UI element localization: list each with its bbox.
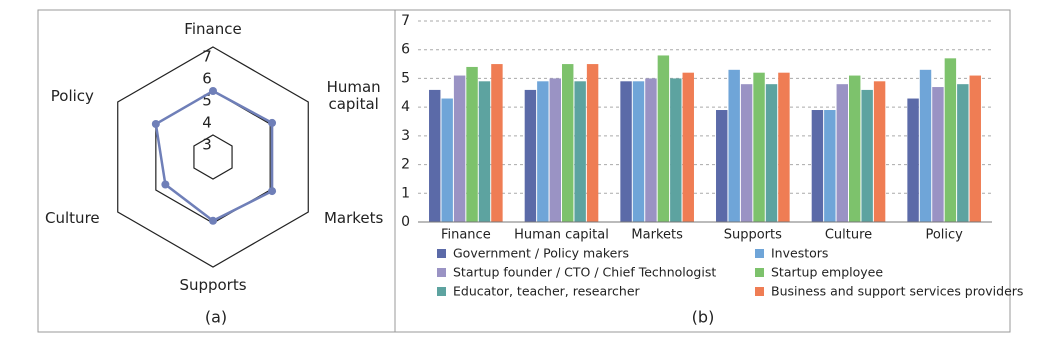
- legend-label: Educator, teacher, researcher: [453, 284, 641, 299]
- y-tick-label: 4: [401, 99, 410, 115]
- legend-label: Business and support services providers: [771, 284, 1023, 299]
- y-tick-label: 0: [401, 214, 410, 230]
- axis-label: Supports: [179, 275, 247, 294]
- legend-swatch: [755, 268, 764, 277]
- bar: [429, 89, 441, 223]
- axis-label: Policy: [50, 86, 94, 105]
- radar-point: [161, 180, 170, 189]
- y-tick-label: 2: [401, 157, 410, 173]
- x-tick-label: Supports: [724, 228, 782, 243]
- legend-swatch: [755, 287, 764, 296]
- legend-label: Startup employee: [771, 265, 883, 280]
- bar: [441, 98, 453, 222]
- bar: [836, 84, 848, 223]
- caption: (b): [692, 308, 715, 327]
- x-tick-label: Human capital: [514, 228, 609, 243]
- bar: [811, 110, 824, 222]
- legend-swatch: [437, 287, 446, 296]
- bar: [574, 81, 586, 222]
- axis-label: Markets: [323, 208, 384, 227]
- legend-label: Investors: [771, 246, 828, 261]
- axis-label: Human capital: [326, 78, 381, 113]
- bar: [620, 81, 632, 222]
- bar: [645, 78, 657, 222]
- bar: [849, 75, 861, 222]
- legend-swatch: [437, 268, 446, 277]
- r-tick-label: 4: [202, 114, 212, 132]
- r-tick-label: 6: [202, 70, 212, 88]
- bar: [861, 89, 873, 223]
- y-tick-label: 5: [401, 70, 410, 86]
- r-tick-label: 3: [202, 136, 212, 154]
- panel-b-frame: [394, 9, 1011, 333]
- bar: [716, 110, 728, 222]
- bar: [549, 78, 561, 222]
- radar-point: [268, 187, 277, 196]
- bar: [969, 75, 981, 222]
- x-tick-label: Culture: [825, 228, 872, 243]
- axis-label: Culture: [45, 208, 100, 227]
- bar: [873, 81, 886, 222]
- x-tick-label: Finance: [441, 228, 491, 243]
- bar: [682, 72, 694, 222]
- bar: [657, 55, 670, 223]
- radar-point: [209, 216, 217, 225]
- bar: [562, 64, 574, 222]
- bar: [944, 58, 957, 223]
- legend-swatch: [755, 249, 764, 258]
- axis-label: Finance: [184, 19, 242, 38]
- bar: [728, 69, 740, 222]
- x-tick-label: Policy: [925, 228, 963, 243]
- grid-ring: [117, 46, 309, 268]
- bar: [466, 66, 478, 222]
- r-tick-label: 7: [202, 48, 212, 66]
- legend-swatch: [437, 249, 446, 258]
- legend-label: Startup founder / CTO / Chief Technologi…: [453, 265, 716, 280]
- bar: [491, 64, 503, 222]
- bar: [524, 89, 537, 223]
- bar: [537, 81, 549, 222]
- legend-label: Government / Policy makers: [453, 246, 629, 261]
- radar-point: [268, 118, 277, 127]
- bar: [753, 72, 765, 222]
- y-tick-label: 6: [401, 42, 410, 58]
- y-tick-label: 1: [401, 185, 410, 201]
- bar: [632, 81, 645, 222]
- bar: [740, 84, 753, 223]
- bar: [453, 75, 466, 222]
- grid-ring: [193, 134, 233, 180]
- x-tick-label: Markets: [631, 228, 683, 243]
- bar: [932, 87, 944, 223]
- bar: [586, 64, 599, 222]
- bar: [919, 69, 932, 222]
- r-tick-label: 5: [202, 92, 212, 110]
- radar-point: [209, 87, 217, 95]
- bar: [778, 72, 790, 222]
- bar: [824, 110, 836, 222]
- radar-point: [151, 120, 160, 128]
- bar: [670, 78, 682, 222]
- bar: [765, 84, 778, 223]
- y-tick-label: 7: [401, 13, 410, 29]
- bar: [478, 81, 491, 222]
- caption: (a): [205, 308, 227, 327]
- y-tick-label: 3: [401, 128, 410, 144]
- grid-ring: [155, 90, 271, 224]
- bar: [907, 98, 919, 222]
- bar: [957, 84, 969, 223]
- radar-line: [154, 89, 274, 223]
